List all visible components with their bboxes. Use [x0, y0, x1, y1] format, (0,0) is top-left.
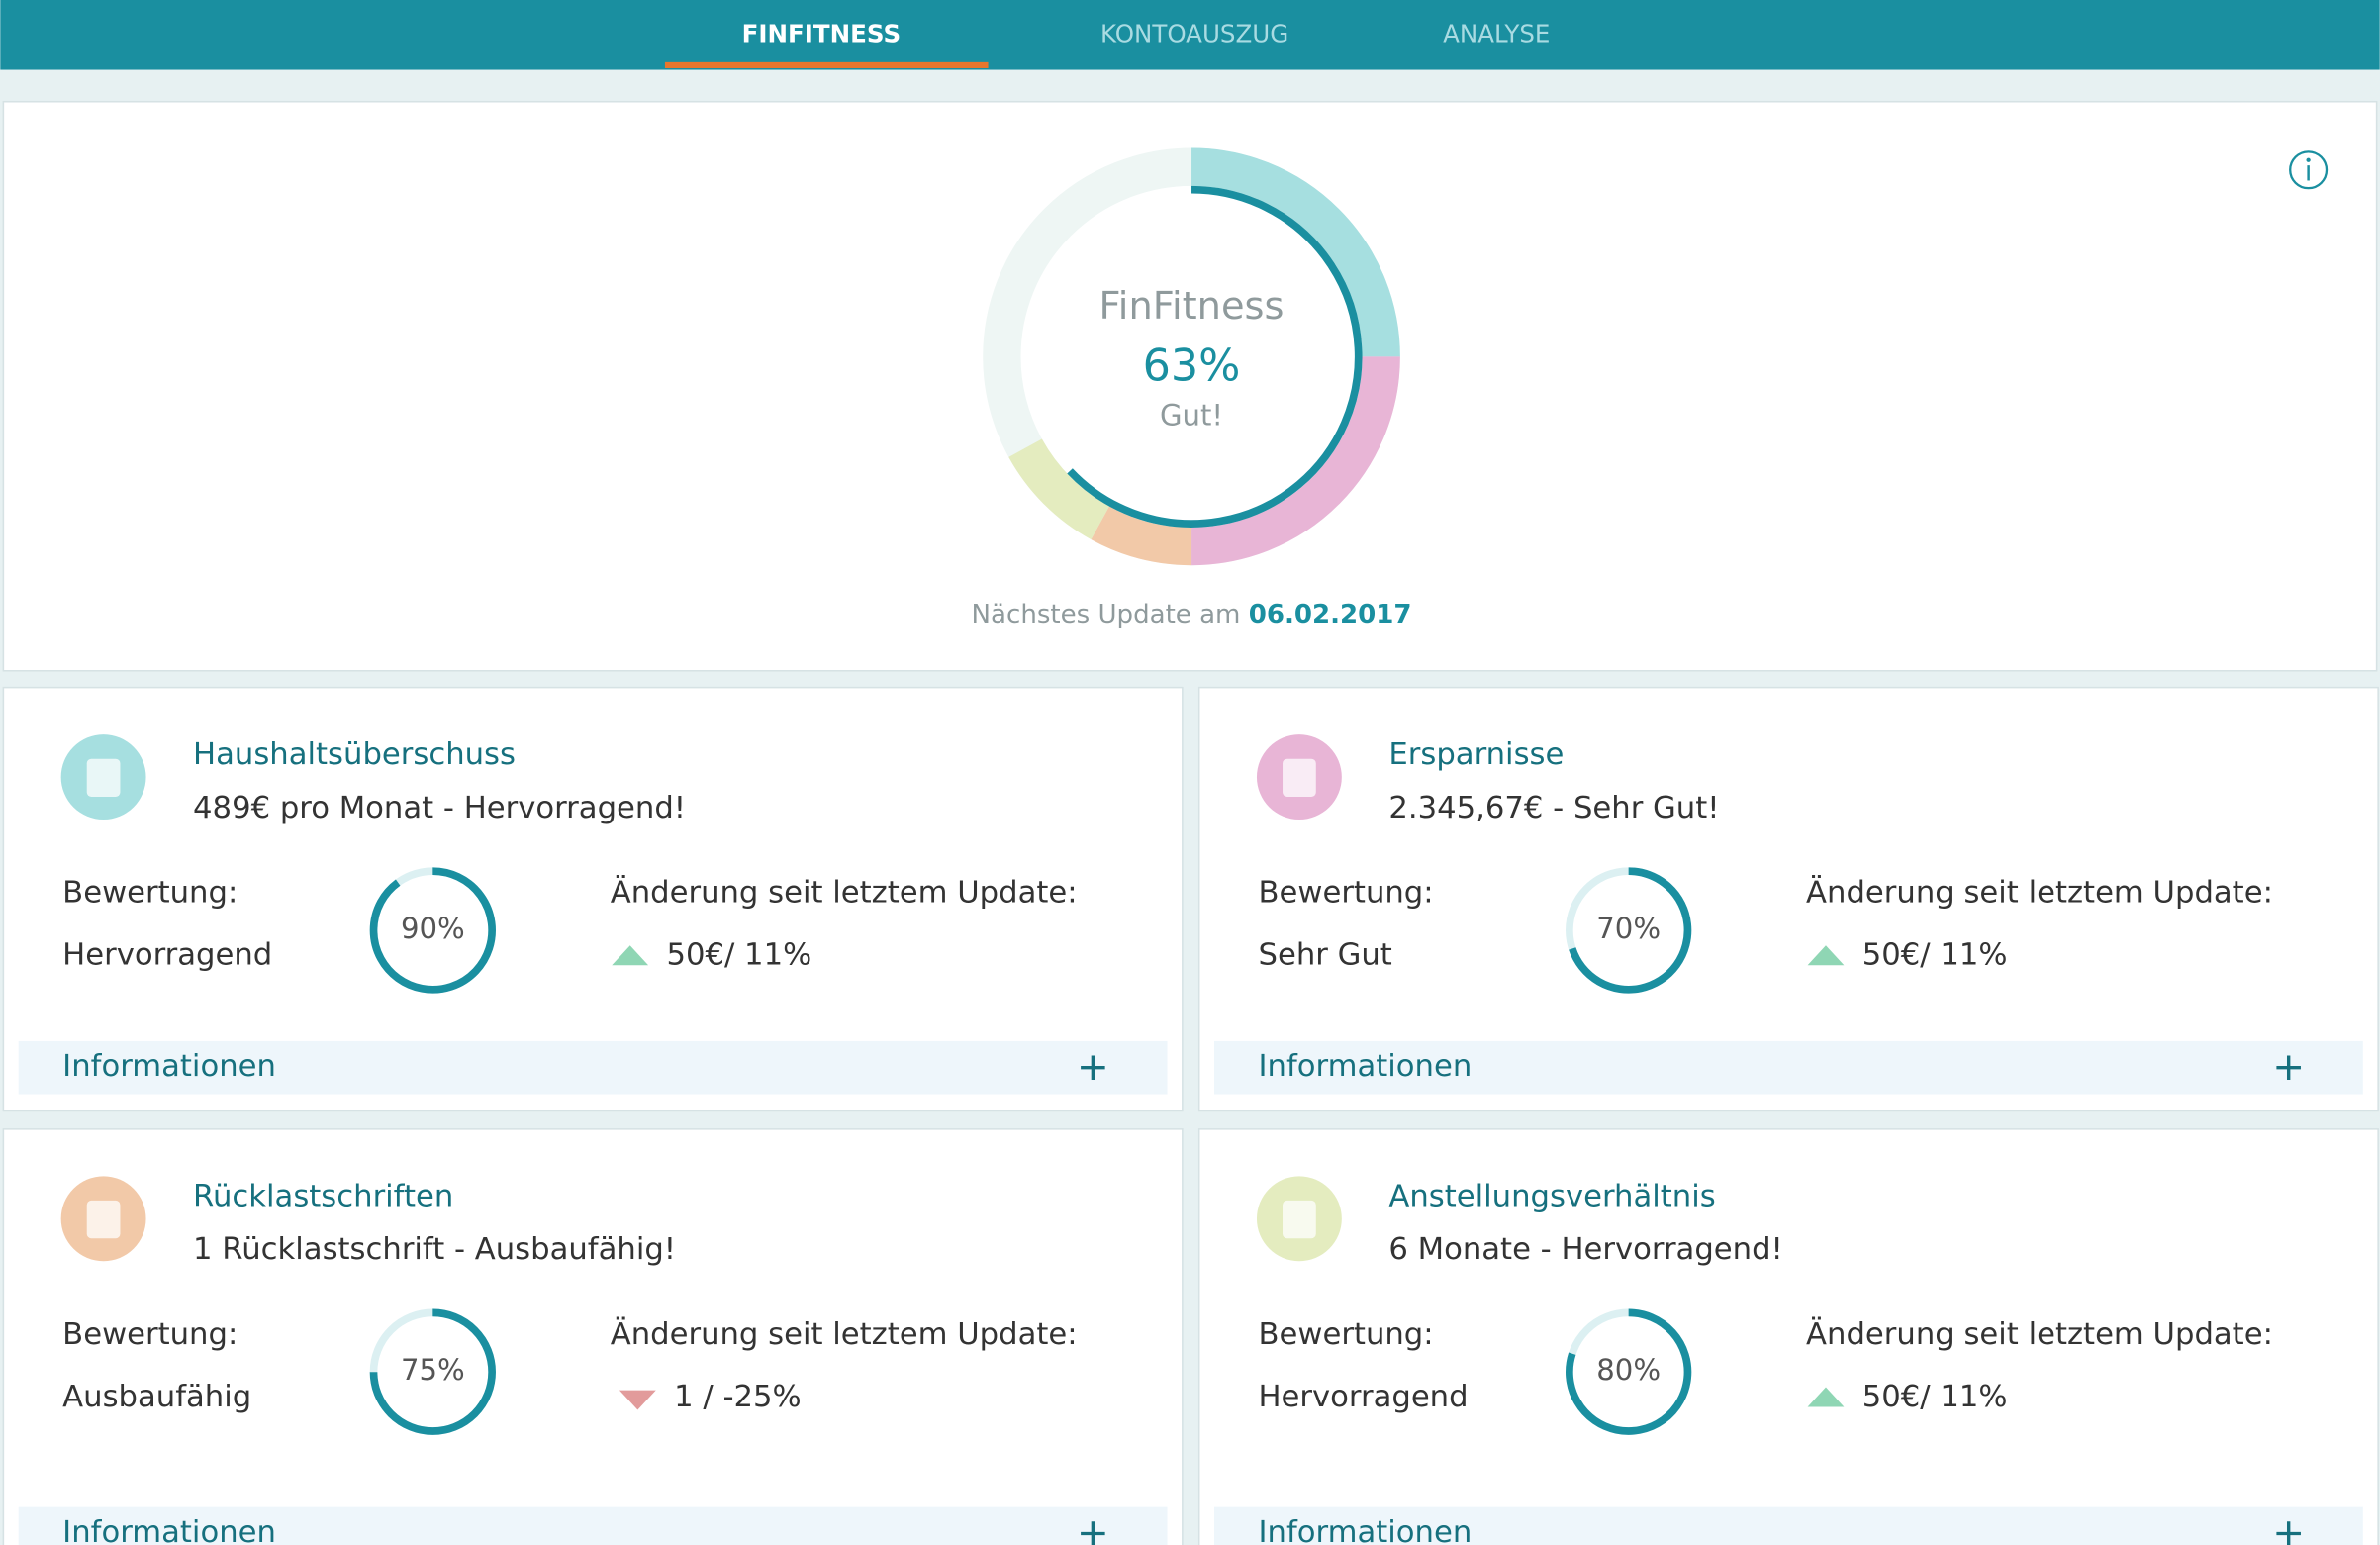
score-label: 70%: [1596, 912, 1661, 945]
overview-segment: [1008, 438, 1110, 540]
info-bar: [18, 1506, 1168, 1545]
info-label: Informationen: [62, 1515, 276, 1545]
info-row[interactable]: Informationen: [1214, 1506, 2363, 1545]
card-summary: 1 Rücklastschrift - Ausbaufähig!: [193, 1232, 676, 1267]
card-bg: [2, 686, 1184, 1112]
score-label: 80%: [1596, 1353, 1661, 1387]
overview-rating: Gut!: [1160, 399, 1223, 433]
metric-card: Rücklastschriften 1 Rücklastschrift - Aus…: [2, 1128, 1184, 1545]
rating-label: Bewertung:: [1259, 1317, 1434, 1352]
info-label: Informationen: [1259, 1515, 1473, 1545]
overview-segment: [1190, 356, 1400, 566]
nav-underline: [664, 61, 989, 69]
score-arc: [1569, 867, 1692, 994]
update-date: 06.02.2017: [1249, 600, 1412, 629]
info-icon-circle: [2289, 150, 2329, 190]
rating-value: Ausbaufähig: [62, 1380, 251, 1414]
overview-segment: [1091, 506, 1192, 566]
rating-value: Hervorragend: [1259, 1380, 1469, 1414]
score-arc: [1566, 1308, 1692, 1435]
change-value: 1 / -25%: [674, 1380, 802, 1414]
metric-card: Anstellungsverhältnis 6 Monate - Hervorra…: [1197, 1128, 2379, 1545]
rating-value: Hervorragend: [62, 938, 272, 973]
rating-label: Bewertung:: [62, 876, 238, 911]
card-icon-glyph: [1283, 1200, 1316, 1239]
info-plus: [1081, 1055, 1105, 1081]
metric-card: Haushaltsüberschuss 489€ pro Monat - Herv…: [2, 686, 1184, 1112]
info-icon[interactable]: [2289, 150, 2329, 190]
trend-arrow: [619, 1390, 656, 1410]
trend-arrow: [1807, 1387, 1845, 1407]
card-title: Ersparnisse: [1388, 737, 1564, 772]
info-bar: [1214, 1040, 2363, 1095]
score-arc: [369, 1308, 496, 1435]
change-value: 50€/ 11%: [1862, 1380, 2008, 1414]
score-label: 90%: [401, 912, 465, 945]
nav-tab[interactable]: KONTOAUSZUG: [1100, 19, 1288, 48]
change-label: Änderung seit letztem Update:: [1806, 875, 2273, 911]
card-icon-glyph: [86, 758, 121, 798]
nav-tab[interactable]: FINFITNESS: [742, 19, 901, 48]
rating-label: Bewertung:: [62, 1317, 238, 1352]
card-title: Rücklastschriften: [193, 1179, 453, 1213]
change-label: Änderung seit letztem Update:: [611, 1316, 1078, 1352]
info-bar: [18, 1040, 1168, 1095]
update-line: Nächstes Update am 06.02.2017: [972, 600, 1412, 629]
trend-arrow: [612, 945, 649, 966]
card-title: Haushaltsüberschuss: [193, 737, 516, 772]
info-label: Informationen: [1259, 1049, 1473, 1084]
score-label: 75%: [401, 1353, 465, 1387]
change-value: 50€/ 11%: [1862, 938, 2008, 973]
card-bg: [1197, 686, 2379, 1112]
card-summary: 2.345,67€ - Sehr Gut!: [1388, 791, 1719, 825]
card-bg: [1197, 1128, 2379, 1545]
info-bar: [1214, 1506, 2363, 1545]
overview-title: FinFitness: [1099, 284, 1285, 329]
score-arc: [369, 867, 496, 994]
card-bg: [2, 1128, 1184, 1545]
card-title: Anstellungsverhältnis: [1388, 1179, 1715, 1213]
info-row[interactable]: Informationen: [18, 1506, 1168, 1545]
rating-value: Sehr Gut: [1259, 938, 1392, 973]
metric-card: Ersparnisse 2.345,67€ - Sehr Gut! Bewertun…: [1197, 686, 2379, 1112]
info-plus: [2276, 1521, 2301, 1545]
info-label: Informationen: [62, 1049, 276, 1084]
trend-arrow: [1807, 945, 1845, 966]
info-plus: [1081, 1521, 1105, 1545]
overview-segment: [1190, 147, 1400, 357]
update-text: Nächstes Update am: [972, 600, 1241, 629]
info-row[interactable]: Informationen: [1214, 1040, 2363, 1095]
info-icon-dot: [2306, 157, 2311, 162]
info-plus: [2276, 1055, 2301, 1081]
card-icon-glyph: [86, 1200, 121, 1239]
nav-bar: [0, 0, 2380, 70]
change-value: 50€/ 11%: [666, 938, 811, 973]
card-summary: 489€ pro Monat - Hervorragend!: [193, 791, 686, 825]
card-summary: 6 Monate - Hervorragend!: [1388, 1232, 1782, 1267]
card-icon-glyph: [1283, 758, 1316, 798]
overview-score: 63%: [1143, 341, 1241, 392]
rating-label: Bewertung:: [1259, 876, 1434, 911]
nav-tab[interactable]: ANALYSE: [1443, 19, 1550, 48]
change-label: Änderung seit letztem Update:: [1806, 1316, 2273, 1352]
change-label: Änderung seit letztem Update:: [611, 875, 1078, 911]
overview-score-arc: [1067, 185, 1363, 528]
overview-card: [2, 100, 2378, 672]
info-row[interactable]: Informationen: [18, 1040, 1168, 1095]
